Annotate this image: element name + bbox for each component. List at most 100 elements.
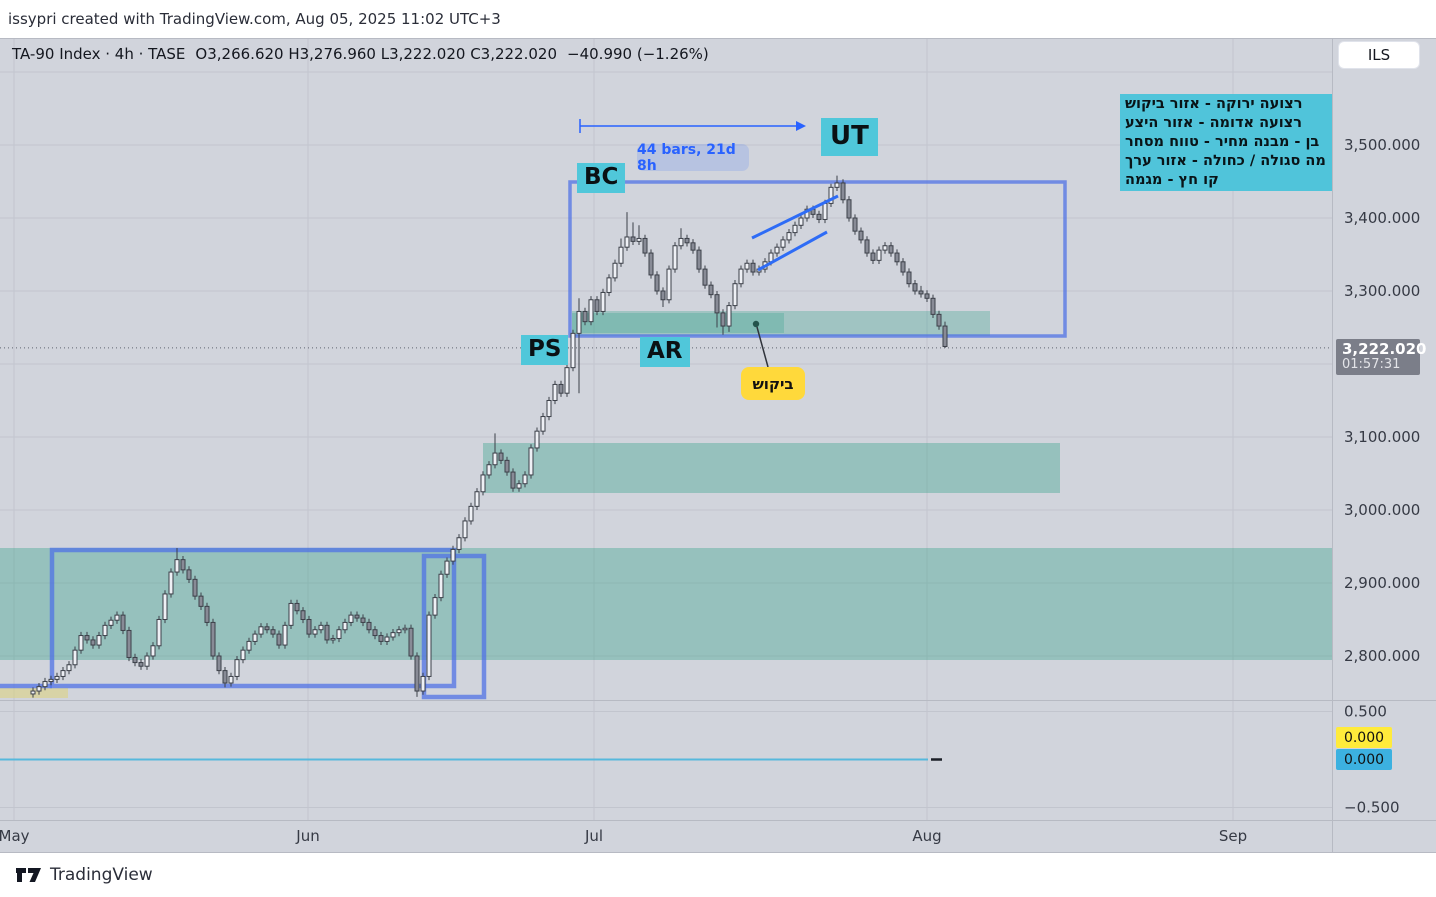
candle-down	[852, 217, 858, 232]
legend-ohlc: O3,266.620 H3,276.960 L3,222.020 C3,222.…	[195, 45, 558, 63]
candle-up	[552, 383, 558, 402]
candle-down	[660, 290, 666, 301]
candle-up	[474, 491, 480, 507]
candle-down	[126, 629, 132, 658]
candle-down	[648, 252, 654, 276]
candle-up	[624, 236, 630, 248]
symbol-legend[interactable]: TA-90 Index · 4h · TASE O3,266.620 H3,276…	[12, 45, 719, 63]
candle-up	[60, 670, 66, 677]
legend-line: רצועה אדומה - אזור היצע	[1125, 115, 1302, 131]
candle-up	[462, 520, 468, 539]
candle-up	[516, 483, 522, 489]
candle-down	[924, 293, 930, 299]
candle-up	[486, 464, 492, 476]
candle-down	[942, 325, 948, 347]
candle-up	[456, 537, 462, 550]
demand-zone-lower[interactable]	[0, 548, 1332, 660]
candle-up	[54, 675, 60, 680]
demand-callout[interactable]: ביקוש	[741, 367, 805, 400]
candle-up	[786, 232, 792, 241]
candle-down	[816, 213, 822, 220]
legend-line: בן - מבנה מחיר - טווח מסחר	[1125, 134, 1320, 150]
time-axis[interactable]	[0, 820, 1332, 852]
candle-down	[204, 605, 210, 623]
candle-down	[720, 312, 726, 327]
candle-down	[324, 624, 330, 641]
candle-up	[426, 614, 432, 677]
candle-up	[774, 246, 780, 254]
candle-down	[306, 619, 312, 635]
candle-up	[834, 182, 840, 188]
label-ut[interactable]: UT	[821, 118, 878, 156]
candle-up	[318, 624, 324, 631]
candle-down	[630, 236, 636, 242]
candle-down	[510, 471, 516, 489]
candle-up	[822, 202, 828, 220]
candle-up	[432, 597, 438, 616]
candle-down	[864, 239, 870, 254]
candle-down	[354, 614, 360, 619]
candle-up	[312, 629, 318, 635]
candle-up	[72, 649, 78, 666]
candle-up	[390, 632, 396, 638]
footer-brand[interactable]: TradingView	[50, 865, 153, 885]
candle-up	[258, 626, 264, 635]
candle-down	[264, 626, 270, 631]
candle-down	[558, 383, 564, 394]
annotation-legend-box[interactable]: רצועה ירוקה - אזור ביקוש רצועה אדומה - א…	[1120, 94, 1332, 191]
candle-down	[642, 237, 648, 254]
candle-up	[48, 678, 54, 683]
candle-down	[276, 633, 282, 646]
label-bc[interactable]: BC	[577, 163, 626, 193]
candle-up	[402, 627, 408, 631]
accumulation-box-left[interactable]	[49, 547, 457, 689]
price-axis[interactable]	[1332, 38, 1436, 820]
currency-button[interactable]: ILS	[1338, 41, 1420, 69]
candle-down	[912, 283, 918, 292]
candle-up	[744, 262, 750, 270]
candle-down	[900, 261, 906, 273]
indicator-badge-yellow: 0.000	[1336, 727, 1392, 748]
candle-up	[30, 690, 36, 695]
trading-range-box[interactable]	[568, 180, 1067, 338]
current-price-value: 3,222.020	[1342, 340, 1427, 358]
candle-down	[366, 621, 372, 631]
candle-up	[450, 548, 456, 562]
demand-zone-upper-light[interactable]	[572, 311, 990, 336]
legend-line: מה סגולה / כחולה - אזור ערך	[1125, 153, 1326, 169]
candle-up	[588, 299, 594, 323]
candle-up	[162, 593, 168, 621]
demand-zone-mid[interactable]	[483, 443, 1060, 493]
candle-up	[492, 452, 498, 466]
candle-up	[612, 262, 618, 279]
label-ar[interactable]: AR	[640, 337, 690, 367]
candle-down	[120, 614, 126, 631]
candle-down	[378, 635, 384, 642]
label-ps[interactable]: PS	[521, 335, 569, 365]
candle-up	[876, 249, 882, 261]
candle-up	[564, 367, 570, 394]
candle-down	[138, 662, 144, 667]
time-tick-label: Aug	[912, 827, 941, 845]
candle-down	[702, 268, 708, 286]
candle-down	[90, 639, 96, 646]
candle-up	[444, 560, 450, 575]
legend-line: קו חץ - מגמה	[1125, 172, 1219, 188]
candle-up	[528, 447, 534, 476]
trend-channel-upper	[751, 194, 839, 240]
candle-up	[42, 681, 48, 688]
price-tick-label: 2,900.000	[1344, 574, 1420, 592]
demand-zone-upper-dark[interactable]	[572, 313, 784, 333]
candle-down	[930, 297, 936, 315]
candle-up	[480, 474, 486, 493]
current-price-badge: 3,222.020 01:57:31	[1336, 339, 1427, 375]
measure-label[interactable]: 44 bars, 21d 8h	[637, 142, 749, 174]
candle-up	[570, 332, 576, 369]
price-tick-label: 3,400.000	[1344, 209, 1420, 227]
candle-up	[468, 505, 474, 522]
candle-up	[732, 283, 738, 307]
tradingview-logo[interactable]	[16, 864, 42, 886]
candle-up	[618, 246, 624, 264]
candle-up	[252, 633, 258, 642]
